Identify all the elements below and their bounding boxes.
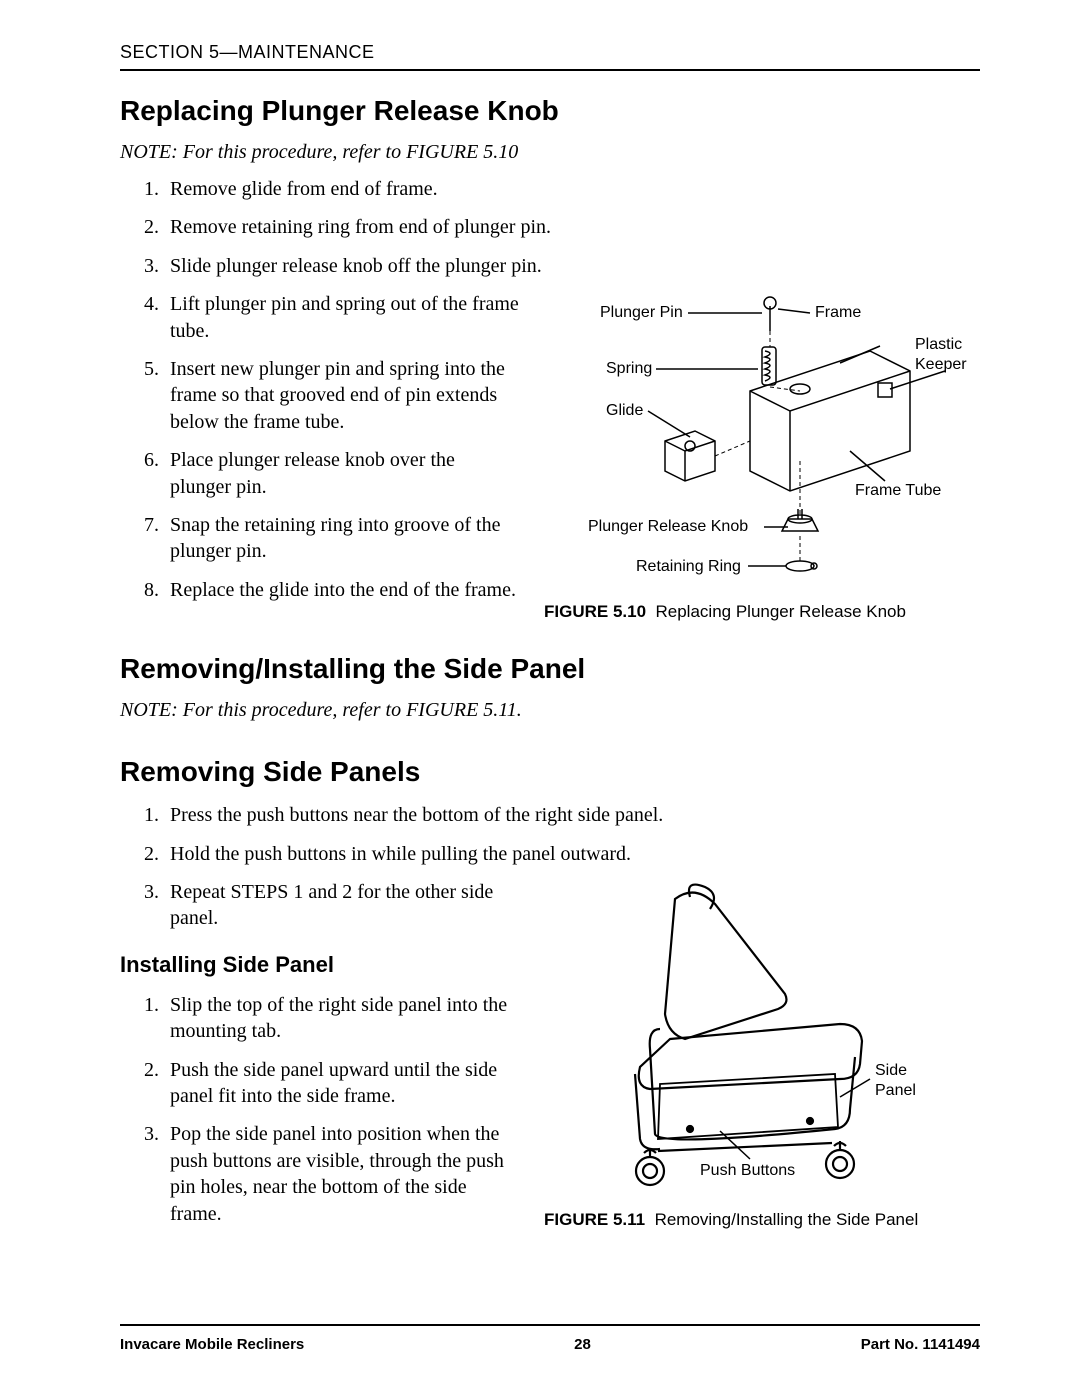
label-plunger-pin: Plunger Pin (600, 304, 683, 321)
section-title-replacing-plunger: Replacing Plunger Release Knob (120, 95, 980, 127)
list-item: Press the push buttons near the bottom o… (164, 802, 980, 828)
header-rule (120, 69, 980, 71)
footer-right: Part No. 1141494 (861, 1336, 980, 1353)
label-spring: Spring (606, 360, 652, 377)
list-item: Remove glide from end of frame. (164, 176, 980, 202)
note-b: NOTE: For this procedure, refer to FIGUR… (120, 699, 980, 722)
page-footer: Invacare Mobile Recliners 28 Part No. 11… (120, 1324, 980, 1353)
figure-label: FIGURE 5.10 (544, 602, 646, 621)
list-item: Slide plunger release knob off the plung… (164, 253, 980, 279)
steps-c-side: Repeat STEPS 1 and 2 for the other side … (120, 879, 520, 932)
steps-a-side: Lift plunger pin and spring out of the f… (120, 291, 520, 603)
label-push-buttons: Push Buttons (700, 1162, 795, 1179)
plunger-diagram: Plunger Pin Frame Plastic Keeper Spring … (540, 291, 980, 591)
list-item: Remove retaining ring from end of plunge… (164, 214, 980, 240)
recliner-diagram: Side Panel Push Buttons (540, 879, 980, 1199)
list-item: Slip the top of the right side panel int… (164, 992, 520, 1045)
figure-5-11-caption: FIGURE 5.11 Removing/Installing the Side… (540, 1209, 980, 1231)
list-item: Snap the retaining ring into groove of t… (164, 512, 520, 565)
figure-label: FIGURE 5.11 (544, 1210, 645, 1229)
figure-title: Replacing Plunger Release Knob (656, 602, 906, 621)
list-item: Repeat STEPS 1 and 2 for the other side … (164, 879, 520, 932)
label-frame-tube: Frame Tube (855, 482, 941, 499)
footer-rule (120, 1324, 980, 1326)
label-panel: Panel (875, 1082, 916, 1099)
section-title-removing-installing: Removing/Installing the Side Panel (120, 653, 980, 685)
figure-5-10-caption: FIGURE 5.10 Replacing Plunger Release Kn… (540, 601, 980, 623)
footer-left: Invacare Mobile Recliners (120, 1336, 304, 1353)
label-keeper: Keeper (915, 356, 967, 373)
steps-installing: Slip the top of the right side panel int… (120, 992, 520, 1227)
label-side: Side (875, 1062, 907, 1079)
label-plastic: Plastic (915, 336, 962, 353)
subsection-title-installing: Installing Side Panel (120, 952, 520, 978)
steps-a-top: Remove glide from end of frame. Remove r… (120, 176, 980, 279)
label-plunger-release-knob: Plunger Release Knob (588, 518, 748, 535)
list-item: Pop the side panel into position when th… (164, 1121, 520, 1227)
list-item: Push the side panel upward until the sid… (164, 1057, 520, 1110)
figure-title: Removing/Installing the Side Panel (655, 1210, 919, 1229)
page-header: SECTION 5—MAINTENANCE (120, 42, 980, 63)
list-item: Lift plunger pin and spring out of the f… (164, 291, 520, 344)
figure-5-11: Side Panel Push Buttons FIGURE 5.11 Remo… (540, 879, 980, 1231)
note-a: NOTE: For this procedure, refer to FIGUR… (120, 141, 980, 164)
list-item: Insert new plunger pin and spring into t… (164, 356, 520, 435)
steps-c-top: Press the push buttons near the bottom o… (120, 802, 980, 867)
figure-5-10: Plunger Pin Frame Plastic Keeper Spring … (540, 291, 980, 623)
label-retaining-ring: Retaining Ring (636, 558, 741, 575)
list-item: Hold the push buttons in while pulling t… (164, 841, 980, 867)
footer-page-number: 28 (574, 1336, 591, 1353)
list-item: Place plunger release knob over the plun… (164, 447, 520, 500)
list-item: Replace the glide into the end of the fr… (164, 577, 520, 603)
label-glide: Glide (606, 402, 643, 419)
label-frame: Frame (815, 304, 861, 321)
section-title-removing-side: Removing Side Panels (120, 756, 980, 788)
